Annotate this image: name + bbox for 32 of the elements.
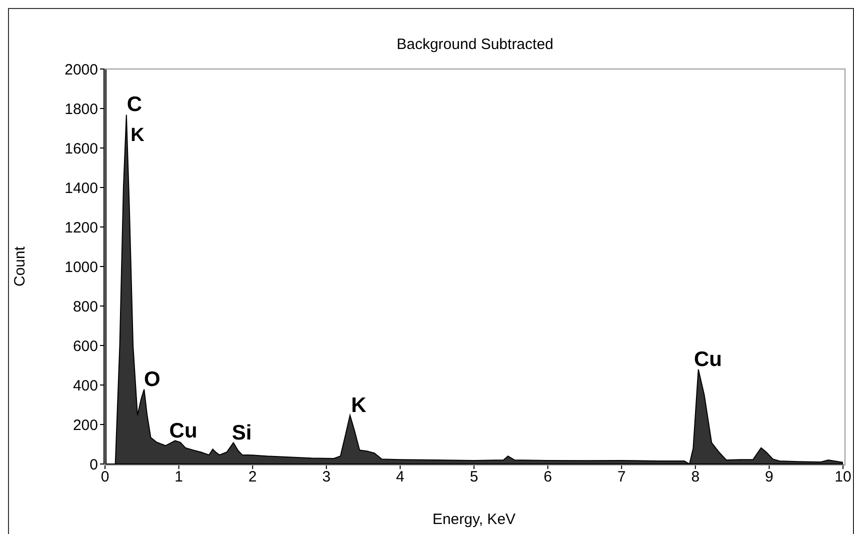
x-tick-label: 1 xyxy=(174,468,183,486)
chart-title: Background Subtracted xyxy=(396,36,554,53)
annotation: C xyxy=(126,92,142,116)
x-tick-label: 5 xyxy=(470,468,478,486)
y-tick-label: 1200 xyxy=(64,219,98,236)
y-tick-label: 600 xyxy=(72,338,98,355)
annotation: Si xyxy=(232,422,252,445)
x-tick-label: 4 xyxy=(396,468,404,486)
annotation: Cu xyxy=(169,420,198,443)
y-tick-label: 1800 xyxy=(64,100,98,118)
annotation: Cu xyxy=(694,348,722,372)
x-tick-label: 7 xyxy=(617,468,626,486)
x-tick-label: 3 xyxy=(322,468,331,486)
y-tick-label: 1400 xyxy=(64,180,98,197)
annotation: K xyxy=(351,394,366,418)
x-tick-label: 6 xyxy=(544,468,552,486)
y-tick-label: 2000 xyxy=(64,61,98,78)
x-axis-title: Energy, KeV xyxy=(432,511,516,528)
x-tick-label: 10 xyxy=(834,468,852,486)
x-tick-label: 2 xyxy=(248,468,257,486)
x-tick-label: 0 xyxy=(100,468,110,486)
annotation: K xyxy=(130,124,145,146)
y-tick-label: 1000 xyxy=(64,258,98,276)
annotation: O xyxy=(144,368,160,392)
y-tick-label: 200 xyxy=(72,416,98,434)
y-axis-title: Count xyxy=(11,246,28,287)
x-tick-label: 8 xyxy=(691,468,700,486)
x-tick-label: 9 xyxy=(765,468,774,486)
y-tick-label: 400 xyxy=(72,377,98,394)
y-tick-label: 0 xyxy=(90,456,98,474)
y-tick-label: 1600 xyxy=(64,140,98,158)
y-tick-label: 800 xyxy=(72,298,98,316)
